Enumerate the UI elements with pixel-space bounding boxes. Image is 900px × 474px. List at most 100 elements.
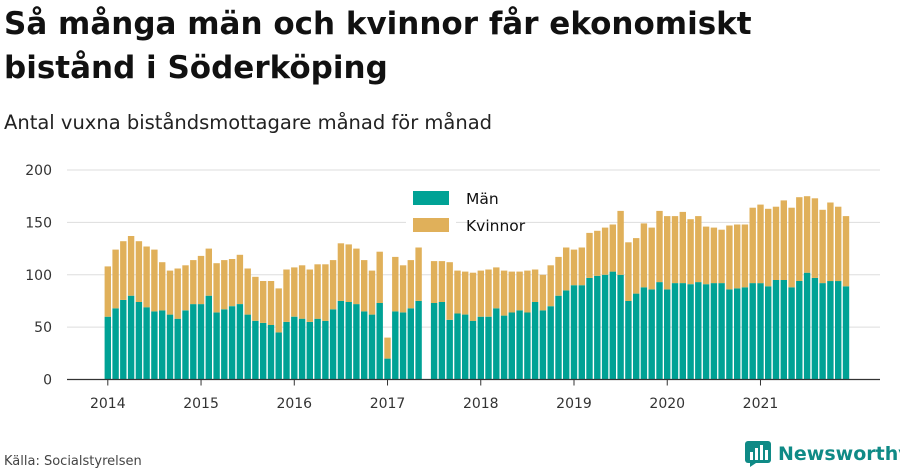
bar-woman xyxy=(135,241,143,302)
bar-man xyxy=(384,358,391,380)
bar-woman xyxy=(500,270,508,316)
bar-woman xyxy=(656,210,663,283)
bar-man xyxy=(143,307,150,380)
bar-woman xyxy=(345,244,352,302)
bar-woman xyxy=(252,276,259,321)
bar-woman xyxy=(516,271,523,311)
x-tick-label: 2021 xyxy=(743,396,779,412)
bar-man xyxy=(337,300,345,380)
x-tick-label: 2014 xyxy=(90,396,126,412)
bar-woman xyxy=(648,227,655,290)
bar-man xyxy=(275,332,282,380)
y-tick-label: 150 xyxy=(25,215,52,231)
bar-man xyxy=(322,320,329,380)
bar-woman xyxy=(695,216,702,283)
bar-woman xyxy=(594,230,601,276)
bar-group xyxy=(104,196,850,380)
bar-woman xyxy=(702,226,710,285)
bar-woman xyxy=(205,248,212,296)
bar-man xyxy=(601,274,609,380)
bar-woman xyxy=(842,216,850,287)
bar-woman xyxy=(570,249,578,286)
bar-woman xyxy=(462,271,469,315)
bar-woman xyxy=(291,267,298,317)
bar-man xyxy=(190,304,197,380)
bar-woman xyxy=(555,256,562,296)
bar-woman xyxy=(112,249,119,309)
bar-woman xyxy=(182,265,189,311)
bar-man xyxy=(827,281,834,380)
bar-woman xyxy=(757,204,764,284)
bar-woman xyxy=(361,260,368,312)
chart-subtitle: Antal vuxna biståndsmottagare månad för … xyxy=(4,111,493,134)
bar-man xyxy=(493,308,500,380)
bar-woman xyxy=(337,243,345,301)
bar-man xyxy=(508,312,515,380)
bar-man xyxy=(438,302,446,380)
brand-name: Newsworthy xyxy=(778,443,900,465)
stacked-bar-chart: 0 50 100 150 200 2014 2015 2016 2017 2018 2019 2020… xyxy=(25,163,880,412)
bar-man xyxy=(687,284,694,380)
bar-woman xyxy=(539,274,547,311)
bar-woman xyxy=(454,270,461,314)
bar-woman xyxy=(679,211,686,284)
bar-woman xyxy=(392,256,399,312)
bar-man xyxy=(306,321,313,380)
bar-woman xyxy=(718,229,725,284)
x-tick-label: 2018 xyxy=(463,396,499,412)
bar-woman xyxy=(726,225,733,290)
bar-man xyxy=(151,311,158,380)
bar-man xyxy=(104,316,111,380)
bar-man xyxy=(695,282,702,380)
bar-woman xyxy=(493,267,500,309)
bar-man xyxy=(213,312,220,380)
bar-man xyxy=(267,325,275,380)
bar-woman xyxy=(477,270,484,317)
bar-woman xyxy=(430,261,438,303)
bar-man xyxy=(283,321,290,380)
bar-woman xyxy=(151,249,158,312)
bar-woman xyxy=(741,224,749,288)
bar-woman xyxy=(283,269,290,322)
bar-man xyxy=(500,315,508,380)
legend-label-man: Män xyxy=(466,190,499,208)
bar-man xyxy=(353,304,360,380)
bar-man xyxy=(361,311,368,380)
bar-woman xyxy=(772,206,780,280)
bar-man xyxy=(244,314,251,380)
bar-woman xyxy=(625,242,632,301)
bar-man xyxy=(563,290,570,380)
bar-woman xyxy=(104,266,111,317)
bar-woman xyxy=(749,207,756,284)
bar-man xyxy=(329,309,337,380)
bar-man xyxy=(462,314,469,380)
bar-woman xyxy=(788,207,795,288)
bar-woman xyxy=(267,281,275,325)
bar-man xyxy=(221,309,228,380)
bar-man xyxy=(205,295,212,380)
bar-woman xyxy=(617,210,624,275)
bar-man xyxy=(228,306,236,380)
bar-man xyxy=(430,303,438,380)
y-tick-label: 0 xyxy=(43,373,52,389)
bar-woman xyxy=(796,197,803,281)
bar-woman xyxy=(174,268,181,319)
bar-woman xyxy=(368,270,376,315)
bar-woman xyxy=(120,241,127,300)
bar-man xyxy=(765,286,772,380)
bar-woman xyxy=(399,265,407,313)
bar-man xyxy=(469,320,477,380)
bar-man xyxy=(407,308,414,380)
bar-man xyxy=(524,312,531,380)
bar-woman xyxy=(314,264,321,319)
bar-man xyxy=(531,302,539,380)
bar-woman xyxy=(376,251,383,303)
source-note: Källa: Socialstyrelsen xyxy=(4,454,142,469)
bar-man xyxy=(516,310,523,380)
bar-man xyxy=(842,286,850,380)
bar-woman xyxy=(803,196,811,273)
bar-man xyxy=(477,316,484,380)
bar-woman xyxy=(329,260,337,310)
x-tick-label: 2015 xyxy=(183,396,219,412)
bar-woman xyxy=(780,200,787,280)
